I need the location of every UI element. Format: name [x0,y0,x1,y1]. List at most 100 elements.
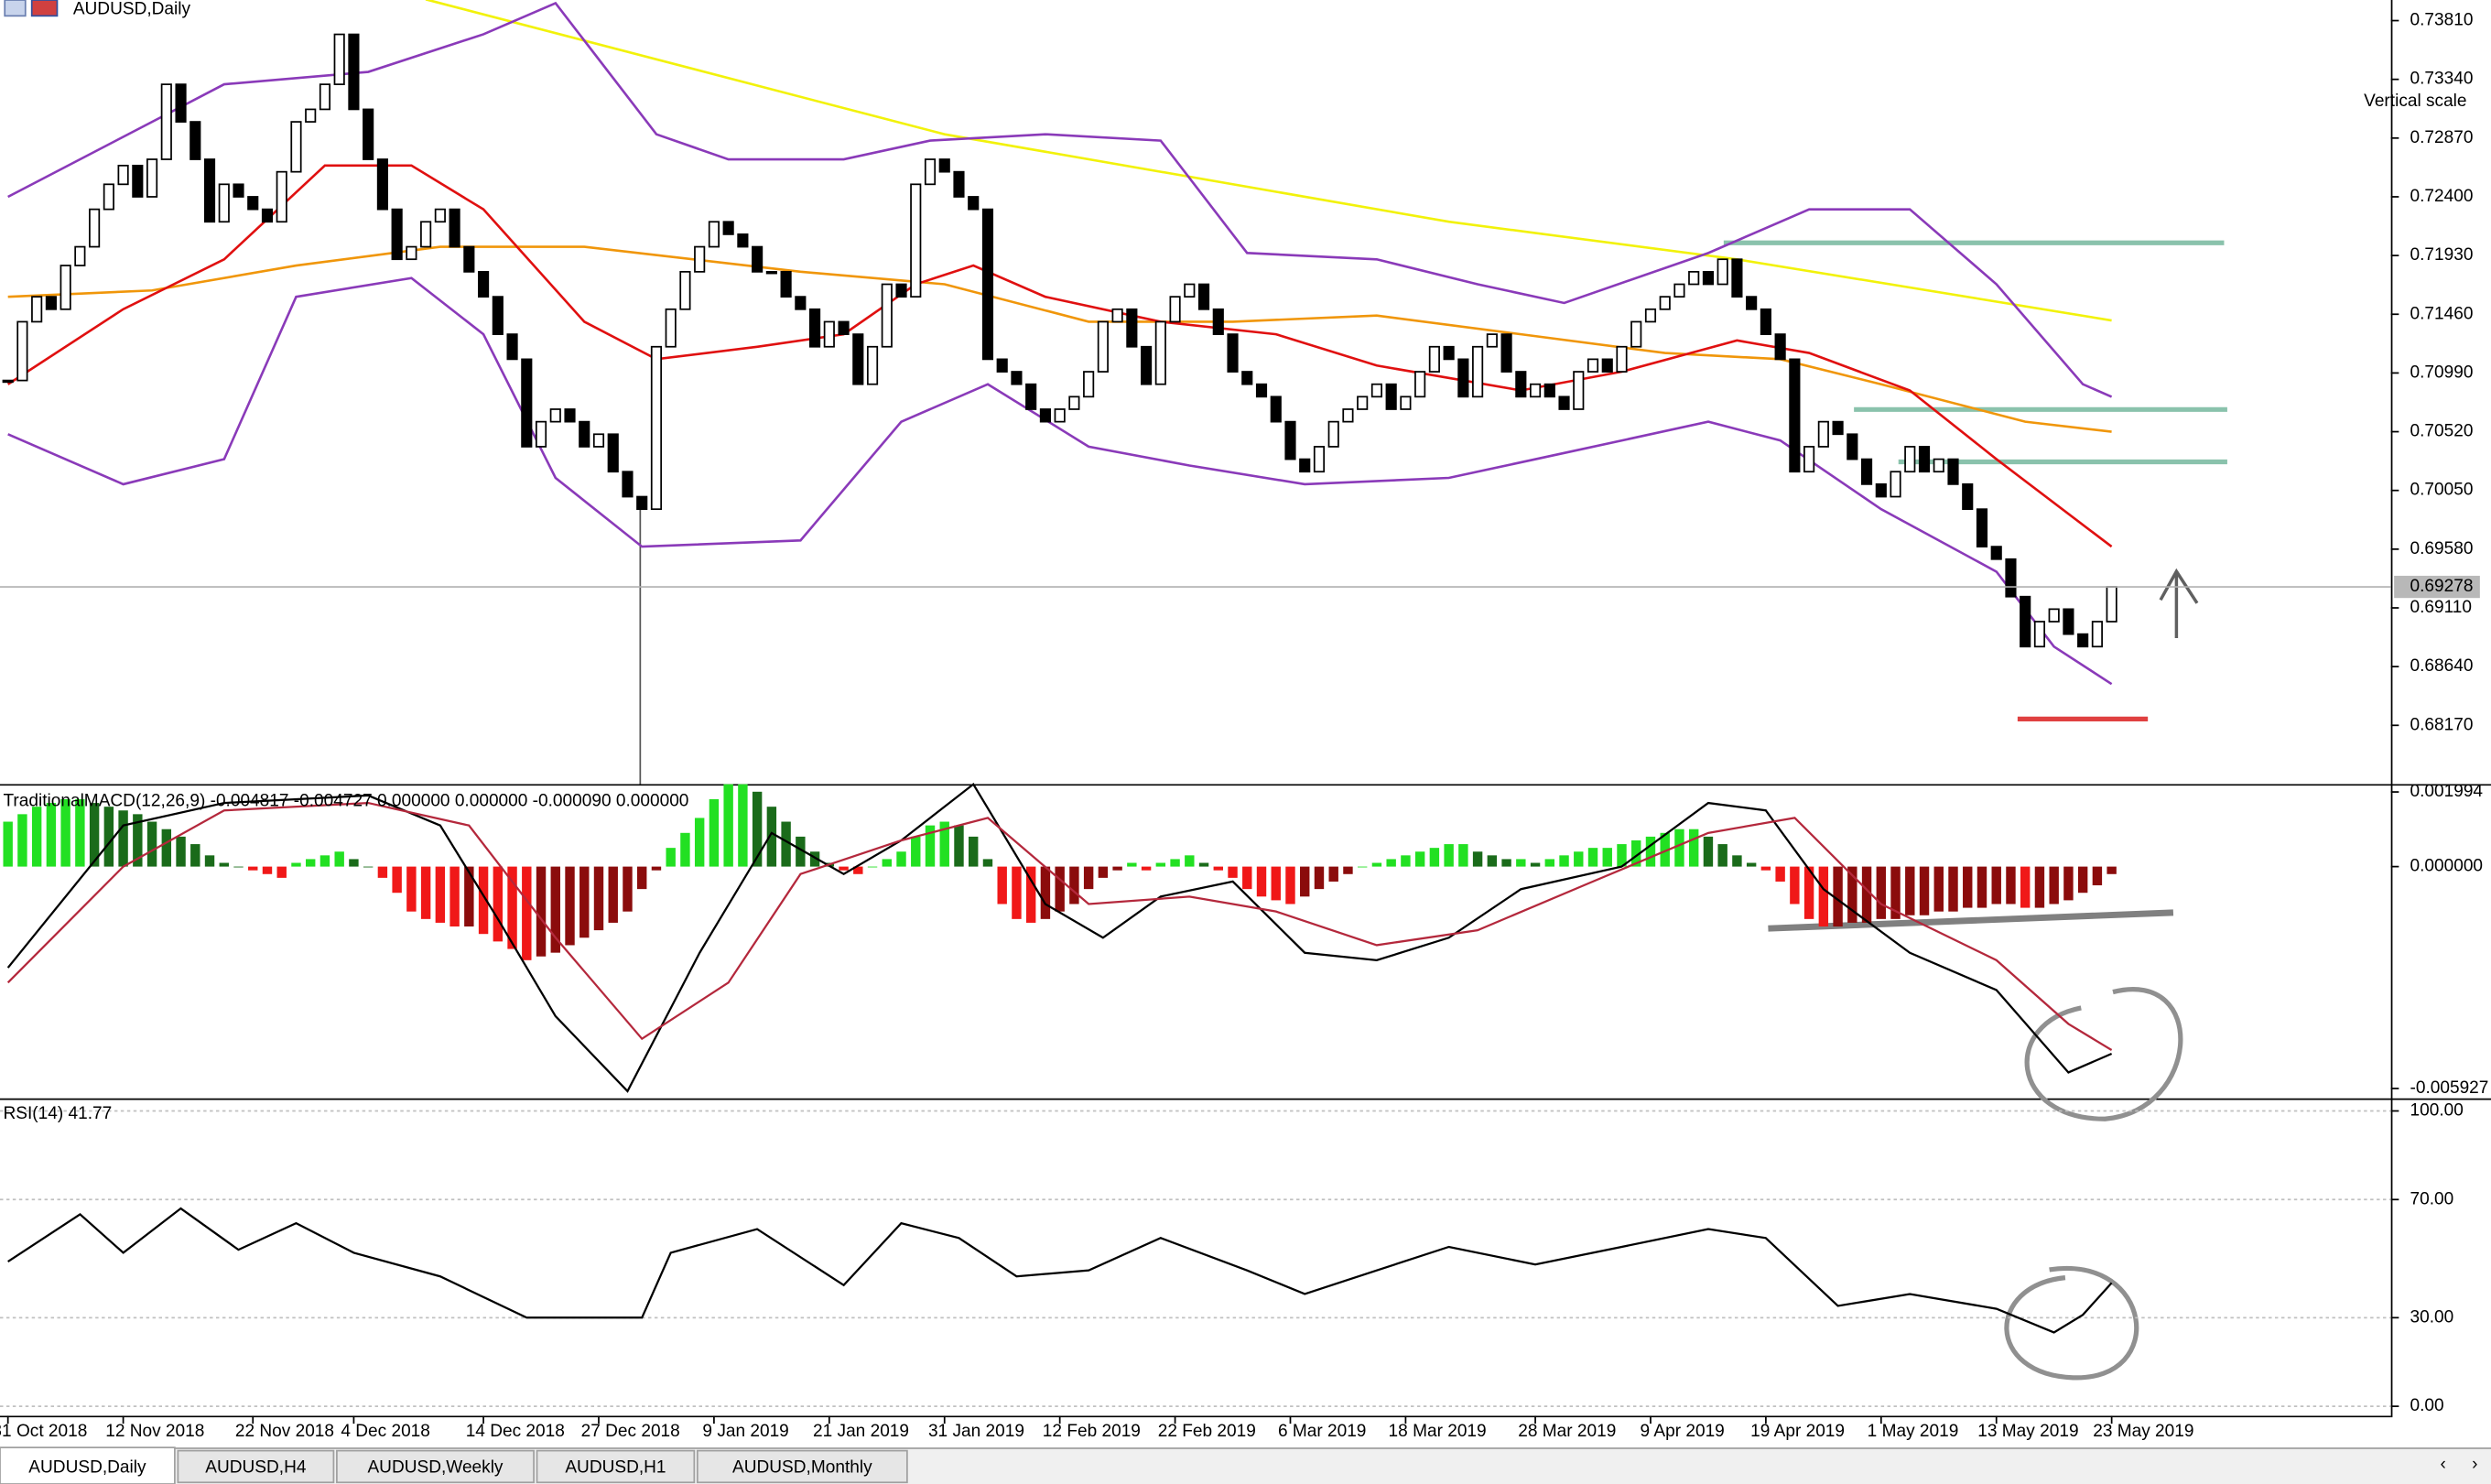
histogram-bar [17,814,27,867]
tab[interactable]: AUDUSD,Monthly [696,1449,908,1484]
candle-body [363,108,374,160]
tab[interactable]: AUDUSD,Daily [0,1446,176,1484]
histogram-bar [1357,866,1368,868]
histogram-bar [550,866,560,953]
tab-label[interactable]: AUDUSD,H1 [565,1458,666,1478]
candle-body [1659,296,1671,310]
tab-label[interactable]: AUDUSD,Daily [28,1458,146,1478]
histogram-bar [2006,866,2016,904]
candle-body [190,121,201,160]
histogram-bar [1185,855,1195,867]
histogram-bar [103,807,114,867]
histogram-bar [1271,866,1281,901]
histogram-bar [637,866,647,890]
histogram-bar [1012,866,1022,919]
histogram-bar [896,851,906,867]
y-tick-label: 70.00 [2410,1189,2453,1208]
histogram-bar [1285,866,1295,904]
histogram-bar [1775,866,1785,882]
tab[interactable]: AUDUSD,H1 [536,1449,696,1484]
histogram-bar [464,866,474,927]
candle-body [420,221,432,248]
x-tick-label: 19 Apr 2019 [1750,1422,1845,1441]
icon [4,0,27,17]
candle-body [492,296,504,335]
histogram-bar [925,825,936,867]
candle-body [752,245,764,273]
x-tick-label: 21 Jan 2019 [813,1422,909,1441]
y-tick-label: 0.69580 [2410,539,2473,558]
candle-body [968,196,980,211]
candle-body [132,164,144,198]
histogram-bar [680,832,690,867]
histogram-bar [651,866,662,871]
candle-body [1414,371,1426,398]
histogram-bar [435,866,446,923]
histogram-bar [752,791,763,867]
histogram-bar [204,855,215,867]
x-tick-label: 9 Jan 2019 [702,1422,788,1441]
histogram-bar [3,821,13,867]
histogram-bar [161,829,172,867]
tab[interactable]: AUDUSD,Weekly [336,1449,535,1484]
candle-body [650,345,663,511]
histogram-bar [1559,855,1569,867]
tab[interactable]: AUDUSD,H4 [177,1449,335,1484]
y-tick-label: 0.72400 [2410,187,2473,206]
histogram-bar [1919,866,1930,915]
histogram-bar [1371,862,1382,867]
histogram-bar [867,866,878,868]
histogram-bar [507,866,517,949]
histogram-bar [377,866,388,878]
candle-body [1673,283,1685,298]
tab-label[interactable]: AUDUSD,Monthly [732,1458,872,1478]
candle-body [521,358,533,448]
tab-label[interactable]: AUDUSD,H4 [205,1458,307,1478]
histogram-bar [1170,859,1180,867]
candle-body [1097,320,1109,373]
scroll-right[interactable]: › [2472,1455,2477,1474]
y-tick-label: 0.000000 [2410,857,2483,876]
tab-bg [177,1449,335,1484]
candle-body [1197,283,1210,310]
candle-body [1644,308,1657,323]
x-tick-label: 1 May 2019 [1868,1422,1959,1441]
x-tick-label: 31 Oct 2018 [0,1422,87,1441]
histogram-bar [1977,866,1987,908]
candle-body [1688,270,1700,286]
histogram-bar [2020,866,2031,908]
histogram-bar [478,866,489,935]
candle-body [305,108,317,123]
histogram-bar [1746,862,1757,867]
histogram-bar [276,866,287,878]
histogram-bar [738,784,748,867]
candle-body [1515,371,1527,398]
histogram-bar [1717,844,1727,867]
candle-body [1976,508,1988,547]
x-tick-label: 14 Dec 2018 [466,1422,565,1441]
candle-body [895,283,907,298]
candle-body [45,296,57,310]
histogram-bar [1127,862,1137,867]
tab-label[interactable]: AUDUSD,Weekly [367,1458,503,1478]
candle-body [2063,608,2074,635]
histogram-bar [1055,866,1065,912]
last-price-label: 0.69278 [2410,577,2473,596]
histogram-bar [522,866,532,960]
histogram-bar [334,851,344,867]
indicator-title: RSI(14) 41.77 [3,1104,112,1123]
candle-body [1154,320,1166,385]
histogram-bar [882,859,892,867]
candle-body [924,158,937,186]
x-tick-label: 28 Mar 2019 [1518,1422,1616,1441]
scroll-left[interactable]: ‹ [2440,1455,2445,1474]
last-price-box [2394,575,2480,599]
histogram-bar [982,859,993,867]
histogram-bar [1587,848,1598,867]
histogram-bar [1703,836,1714,867]
candle-body [1890,471,1901,498]
histogram-bar [694,818,705,867]
candle-body [981,208,994,361]
histogram-bar [262,866,273,874]
